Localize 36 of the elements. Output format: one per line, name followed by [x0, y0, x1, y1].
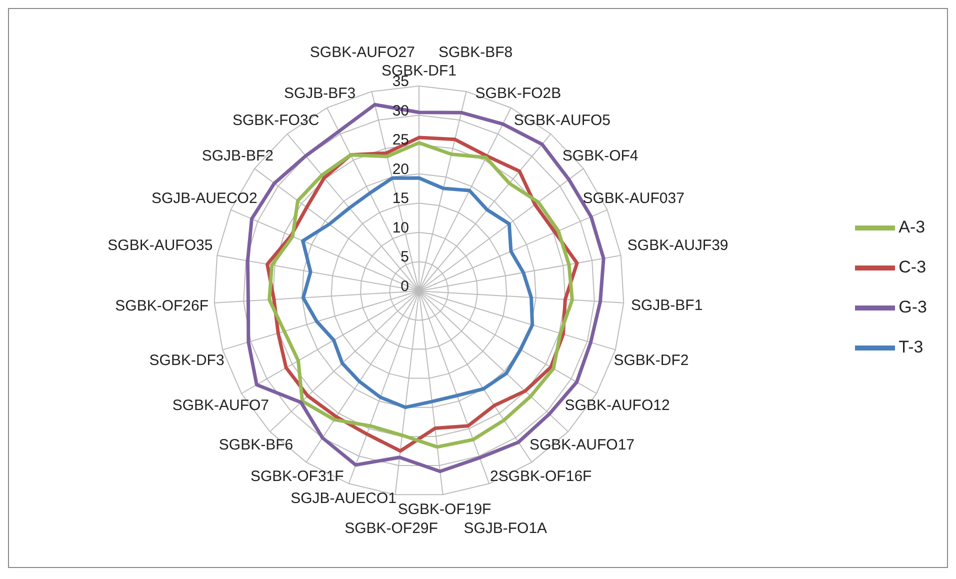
legend-label: G-3: [898, 297, 927, 316]
y-tick-label: 25: [392, 132, 409, 149]
spoke-label: SGBK-AUFO5: [514, 112, 611, 129]
spoke-label: SGBK-OF26F: [115, 297, 209, 314]
y-tick-label: 5: [400, 248, 409, 266]
spoke-label: SGBK-OF29F: [344, 520, 438, 537]
legend-label: C-3: [898, 257, 926, 276]
spoke-label: SGBK-AUFO12: [564, 397, 670, 414]
spoke-label: SGJB-AUECO1: [290, 490, 396, 507]
spoke-label: SGJB-AUECO2: [151, 190, 258, 207]
spoke-label: SGBK-BF6: [218, 436, 294, 454]
spoke-label: SGBK-AUFO7: [172, 397, 270, 414]
spoke-label: SGBK-FO2B: [475, 84, 562, 102]
y-tick-label: 15: [392, 190, 409, 208]
spoke-label: SGJB-FO1A: [464, 520, 548, 537]
spoke-label: SGBK-OF31F: [250, 468, 344, 485]
spoke-label: SGBK-AUJF39: [627, 236, 728, 254]
spoke-label: SGJB-BF1: [631, 296, 703, 314]
spoke-label: SGBK-OF4: [562, 148, 638, 164]
y-tick-label: 20: [392, 160, 409, 178]
spoke-label: SGJB-BF2: [202, 148, 274, 164]
spoke-label: 2SGBK-OF16F: [490, 468, 592, 485]
y-tick-label: 0: [400, 278, 409, 295]
spoke-label: SGBK-AUF037: [582, 190, 684, 207]
legend-label: A-3: [898, 217, 926, 236]
spoke-label: SGBK-AUFO35: [108, 236, 213, 254]
spoke-label: SGBK-AUFO17: [530, 436, 635, 454]
spoke-label: SGBK-DF2: [614, 352, 689, 370]
spoke-label: SGBK-FO3C: [232, 112, 320, 129]
y-tick-label: 10: [392, 219, 409, 236]
legend-label: T-3: [898, 337, 924, 356]
spoke-label: SGJB-BF3: [284, 84, 356, 102]
spoke-label: SGBK-AUFO27: [310, 44, 415, 61]
spoke-label: SGBK-OF19F: [398, 501, 492, 518]
spoke-label: SGBK-BF8: [438, 44, 513, 61]
spoke-label: SGBK-DF3: [149, 352, 224, 370]
